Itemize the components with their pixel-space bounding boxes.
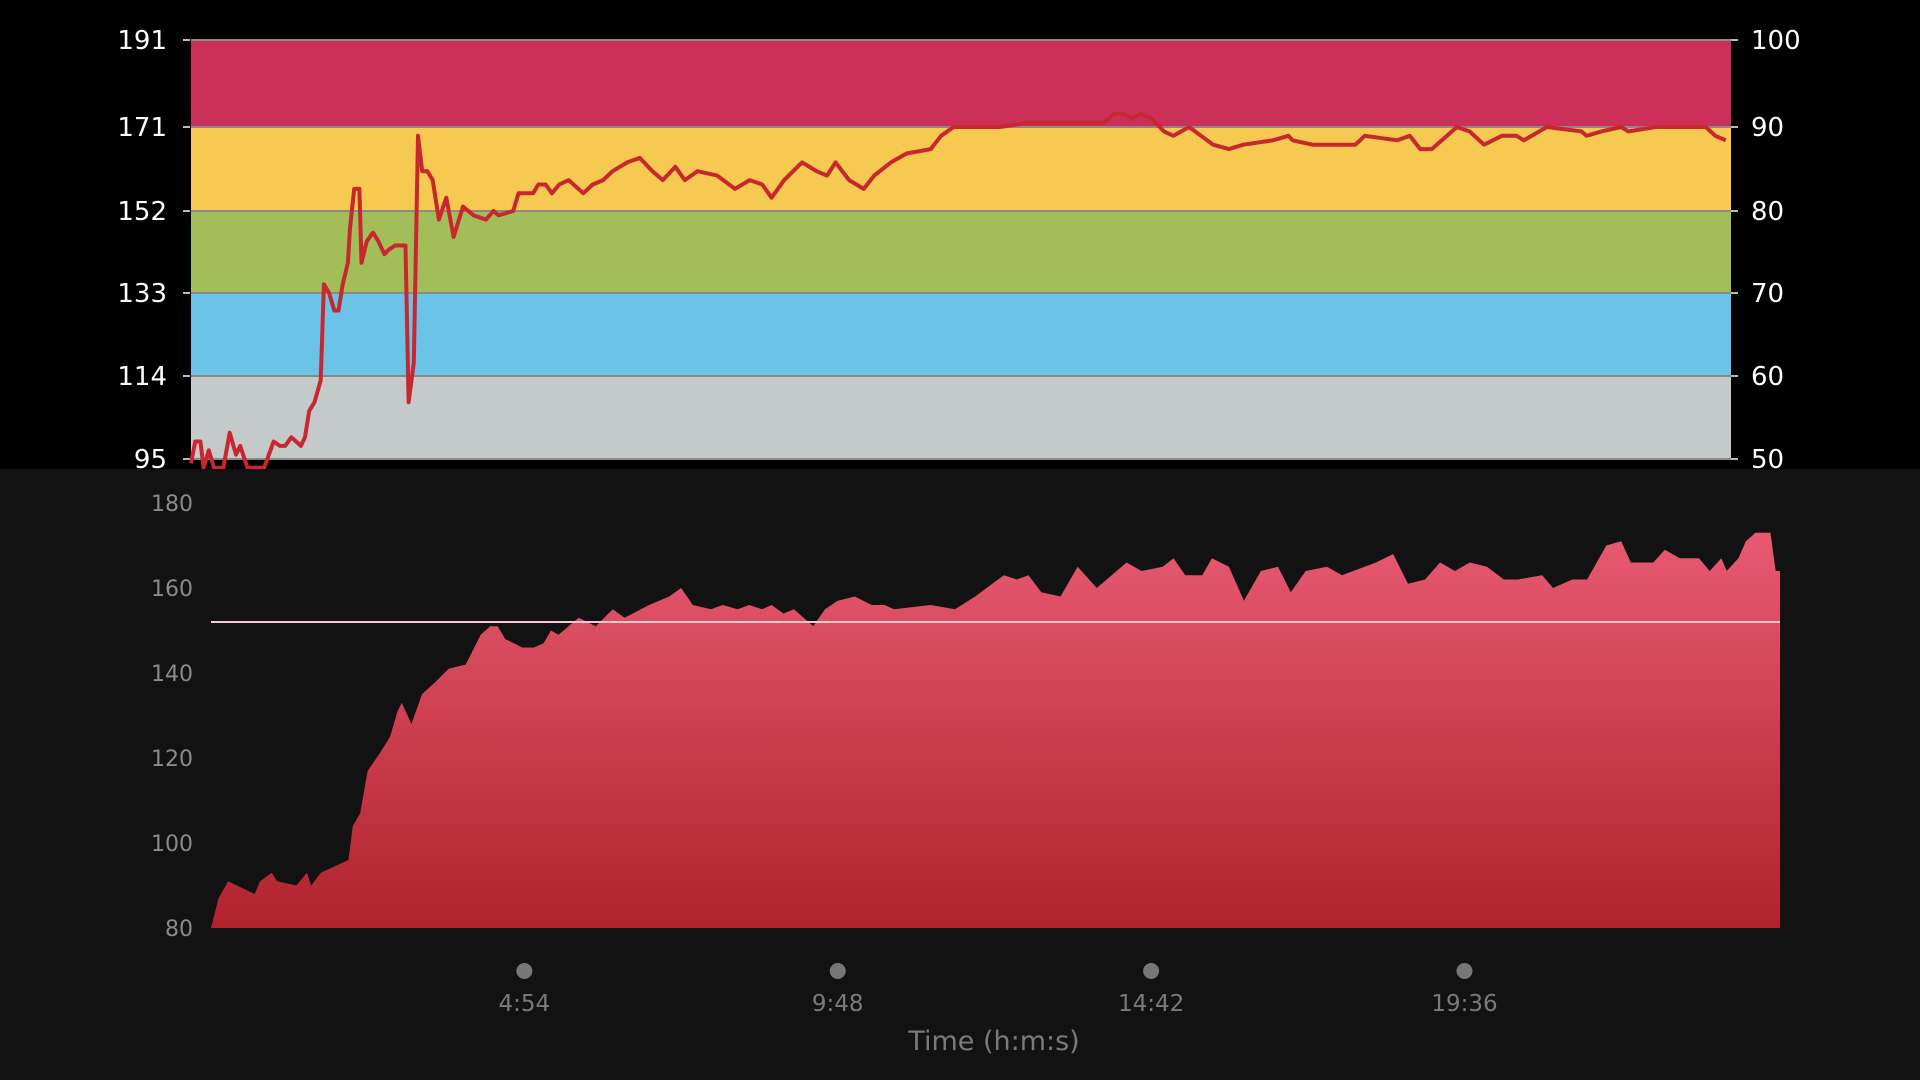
left-axis-tick-label: 171	[117, 113, 167, 143]
x-axis-tick-label: 19:36	[1431, 991, 1497, 1017]
zone-band	[191, 40, 1731, 127]
y-axis-tick-label: 80	[165, 917, 193, 942]
right-axis-tick-label: 70	[1751, 279, 1784, 309]
heart-rate-area	[211, 532, 1780, 928]
x-axis-tick-label: 4:54	[499, 991, 551, 1017]
left-axis-tick-label: 133	[117, 279, 167, 309]
left-axis-tick-label: 95	[134, 445, 167, 475]
left-axis-tick-label: 191	[117, 26, 167, 56]
y-axis-tick-label: 100	[151, 832, 193, 857]
zone-chart: 95 50 114 60 133 70 152 80 171 90 191 100	[117, 26, 1800, 475]
right-axis-tick-label: 100	[1751, 26, 1801, 56]
right-axis-tick-label: 60	[1751, 362, 1784, 392]
left-axis-tick-label: 114	[117, 362, 167, 392]
left-axis-tick-label: 152	[117, 197, 167, 227]
x-tick-dot	[1456, 963, 1473, 979]
x-axis-tick-label: 9:48	[812, 991, 864, 1017]
x-axis-tick-label: 14:42	[1118, 991, 1184, 1017]
y-axis-tick-label: 120	[151, 747, 193, 772]
y-axis-tick-label: 180	[151, 492, 193, 517]
y-axis-tick-label: 140	[151, 662, 193, 687]
heart-rate-line	[189, 112, 1727, 469]
y-axis-tick-label: 160	[151, 577, 193, 602]
area-chart: 80 100 120 140 160 180 4:54 9:48 14:42 19:36 Time …	[151, 492, 1780, 1057]
x-tick-dot	[1143, 963, 1160, 979]
right-axis-tick-label: 50	[1751, 445, 1784, 475]
x-tick-dot	[829, 963, 846, 979]
zone-band	[191, 211, 1731, 293]
x-tick-dot	[516, 963, 533, 979]
zone-band	[191, 376, 1731, 459]
right-axis-tick-label: 80	[1751, 197, 1784, 227]
zone-band	[191, 293, 1731, 376]
right-axis-tick-label: 90	[1751, 113, 1784, 143]
x-axis-title: Time (h:m:s)	[907, 1026, 1079, 1057]
